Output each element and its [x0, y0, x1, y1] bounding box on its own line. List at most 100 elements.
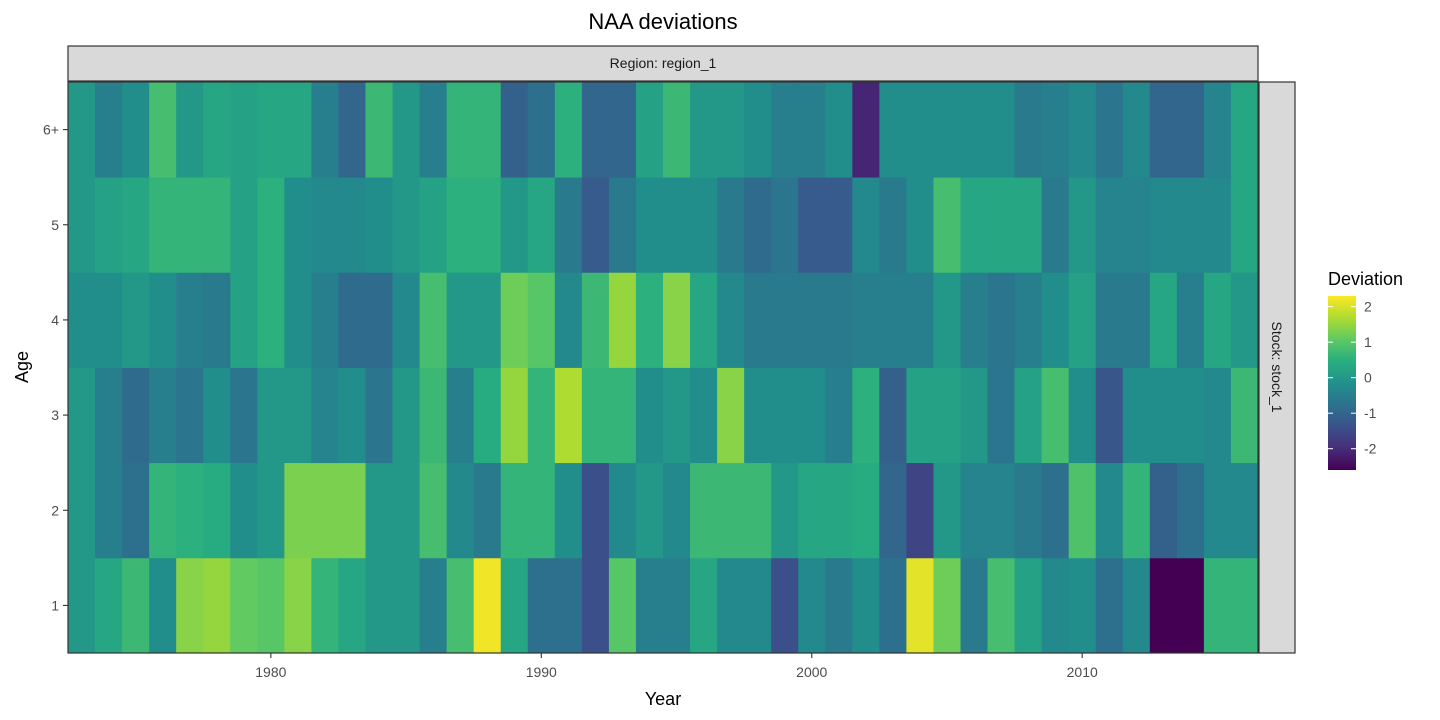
- heatmap-cell: [608, 557, 637, 654]
- heatmap-cell: [284, 367, 312, 464]
- heatmap-cell: [527, 177, 556, 273]
- heatmap-cell: [338, 557, 366, 654]
- heatmap-cell: [879, 557, 907, 654]
- heatmap-cell: [500, 462, 529, 559]
- heatmap-cell: [554, 557, 583, 654]
- heatmap-cell: [149, 82, 177, 178]
- heatmap-cell: [338, 272, 366, 368]
- heatmap-cell: [1149, 557, 1178, 654]
- heatmap-cell: [338, 367, 366, 464]
- heatmap-cell: [473, 272, 502, 368]
- heatmap-cell: [771, 367, 799, 464]
- heatmap-cell: [744, 557, 772, 654]
- heatmap-cells: [68, 82, 1259, 654]
- heatmap-cell: [311, 177, 339, 273]
- heatmap-cell: [744, 462, 772, 559]
- heatmap-cell: [933, 557, 961, 654]
- heatmap-cell: [581, 82, 610, 178]
- heatmap-cell: [933, 272, 961, 368]
- heatmap-cell: [825, 557, 853, 654]
- y-tick-label: 2: [51, 502, 59, 518]
- heatmap-cell: [1095, 557, 1124, 654]
- heatmap-cell: [473, 82, 502, 178]
- heatmap-cell: [95, 82, 123, 178]
- heatmap-cell: [690, 82, 718, 178]
- heatmap-cell: [933, 367, 961, 464]
- heatmap-cell: [176, 367, 204, 464]
- heatmap-cell: [1041, 82, 1070, 178]
- heatmap-cell: [1176, 82, 1205, 178]
- heatmap-cell: [365, 82, 393, 178]
- heatmap-cell: [554, 177, 583, 273]
- heatmap-cell: [122, 272, 150, 368]
- heatmap-cell: [338, 177, 366, 273]
- heatmap-cell: [717, 367, 745, 464]
- y-tick-label: 4: [51, 312, 59, 328]
- heatmap-cell: [365, 367, 393, 464]
- heatmap-cell: [554, 367, 583, 464]
- heatmap-cell: [690, 177, 718, 273]
- heatmap-cell: [527, 462, 556, 559]
- heatmap-cell: [122, 557, 150, 654]
- heatmap-cell: [446, 557, 475, 654]
- y-axis-title: Age: [12, 351, 32, 383]
- heatmap-cell: [176, 462, 204, 559]
- heatmap-cell: [987, 367, 1015, 464]
- heatmap-cell: [284, 177, 312, 273]
- heatmap-cell: [581, 272, 610, 368]
- heatmap-cell: [149, 367, 177, 464]
- heatmap-cell: [446, 462, 475, 559]
- heatmap-cell: [852, 177, 880, 273]
- heatmap-cell: [798, 82, 826, 178]
- heatmap-cell: [717, 82, 745, 178]
- panel-border: [67, 81, 1259, 654]
- heatmap-cell: [1068, 462, 1097, 559]
- heatmap-cell: [203, 82, 231, 178]
- heatmap-cell: [527, 367, 556, 464]
- heatmap-cell: [1149, 82, 1178, 178]
- heatmap-cell: [1014, 557, 1043, 654]
- heatmap-cell: [581, 462, 610, 559]
- heatmap-cell: [1041, 557, 1070, 654]
- heatmap-cell: [419, 367, 448, 464]
- heatmap-cell: [690, 462, 718, 559]
- heatmap-cell: [257, 177, 285, 273]
- heatmap-cell: [365, 272, 393, 368]
- heatmap-cell: [392, 462, 420, 559]
- y-tick-label: 6+: [43, 122, 59, 138]
- heatmap-cell: [1203, 557, 1232, 654]
- heatmap-cell: [771, 82, 799, 178]
- heatmap-cell: [744, 367, 772, 464]
- heatmap-cell: [1176, 367, 1205, 464]
- heatmap-cell: [149, 177, 177, 273]
- facet-label-region: Region: region_1: [610, 55, 717, 71]
- heatmap-cell: [1230, 177, 1259, 273]
- heatmap-cell: [798, 462, 826, 559]
- y-axis: 1 2 3 4 5 6+: [43, 122, 68, 613]
- heatmap-cell: [176, 82, 204, 178]
- heatmap-cell: [1014, 177, 1043, 273]
- heatmap-cell: [257, 367, 285, 464]
- heatmap-cell: [1041, 367, 1070, 464]
- facet-label-stock: Stock: stock_1: [1269, 321, 1285, 412]
- heatmap-cell: [1230, 462, 1259, 559]
- heatmap-cell: [392, 177, 420, 273]
- legend-tick-label: 2: [1364, 299, 1372, 315]
- heatmap-cell: [500, 272, 529, 368]
- heatmap-cell: [825, 367, 853, 464]
- heatmap-cell: [635, 177, 664, 273]
- heatmap-cell: [1068, 272, 1097, 368]
- heatmap-cell: [365, 462, 393, 559]
- heatmap-cell: [1203, 462, 1232, 559]
- heatmap-cell: [690, 557, 718, 654]
- heatmap-cell: [581, 557, 610, 654]
- heatmap-cell: [663, 177, 691, 273]
- heatmap-cell: [1041, 462, 1070, 559]
- heatmap-cell: [581, 367, 610, 464]
- heatmap-cell: [879, 82, 907, 178]
- heatmap-cell: [1203, 272, 1232, 368]
- heatmap-cell: [798, 367, 826, 464]
- heatmap-cell: [149, 272, 177, 368]
- heatmap-cell: [95, 557, 123, 654]
